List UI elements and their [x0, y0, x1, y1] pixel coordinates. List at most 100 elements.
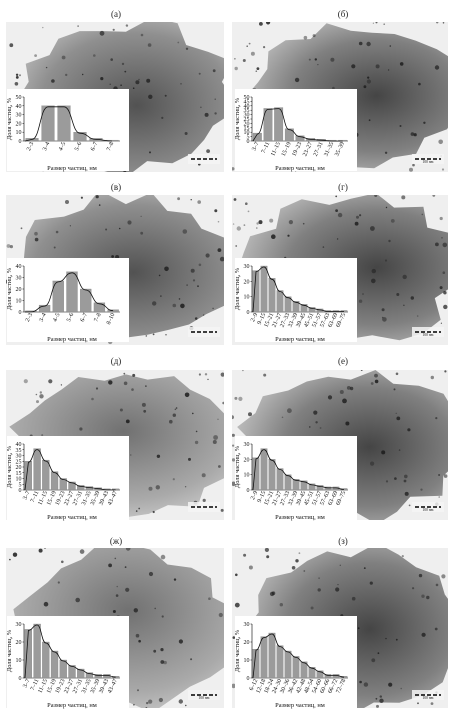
- x-tick-label: 43–47: [107, 490, 119, 506]
- y-tick-label: 0: [247, 676, 250, 682]
- histogram-bar: [59, 478, 67, 491]
- x-tick-label: 27–31: [72, 678, 84, 694]
- x-tick-label: 35–39: [334, 141, 346, 157]
- scale-bar-label: 100 nm: [423, 333, 434, 337]
- y-axis-label: Доля частиц, %: [6, 267, 13, 310]
- x-tick-label: 19–23: [55, 678, 67, 694]
- histogram-bar: [41, 105, 55, 142]
- histogram-bar: [300, 661, 308, 679]
- histogram-bar: [308, 483, 316, 491]
- x-tick-label: 4–5: [52, 312, 61, 323]
- y-tick-label: 50: [16, 95, 22, 101]
- y-tick-label: 30: [244, 622, 250, 628]
- x-tick-label: 57–63: [320, 312, 332, 328]
- x-tick-label: 5–6: [74, 141, 83, 152]
- x-tick-label: 33–39: [288, 490, 300, 506]
- x-tick-label: 7–8: [106, 141, 115, 152]
- y-tick-label: 50: [244, 95, 250, 101]
- x-tick-label: 15–21: [264, 490, 276, 506]
- histogram-bar: [68, 665, 76, 679]
- histogram-bar: [274, 107, 284, 142]
- x-tick-label: 2–3: [25, 312, 34, 323]
- histogram-bar: [112, 488, 120, 491]
- y-tick-label: 20: [16, 640, 22, 646]
- histogram-bar: [284, 650, 292, 679]
- histogram-bar: [252, 270, 260, 313]
- histogram-bar: [57, 105, 71, 142]
- x-tick-label: 42–48: [296, 678, 308, 694]
- x-axis-label: Размер частиц, нм: [47, 702, 97, 709]
- x-tick-label: 15–19: [46, 678, 58, 694]
- histogram-bar: [284, 474, 292, 491]
- y-tick-label: 5: [247, 135, 250, 141]
- histogram-bar: [66, 271, 78, 313]
- x-tick-label: 69–75: [336, 312, 348, 328]
- y-tick-label: 30: [16, 454, 22, 460]
- histogram-bar: [94, 674, 102, 679]
- x-tick-label: 39–43: [98, 490, 110, 506]
- x-tick-label: 69–75: [336, 490, 348, 506]
- histogram-bar: [260, 448, 268, 491]
- x-tick-label: 6–7: [90, 141, 99, 152]
- y-tick-label: 0: [19, 488, 22, 494]
- distribution-curve: [252, 266, 344, 313]
- y-tick-label: 0: [19, 676, 22, 682]
- y-tick-label: 10: [16, 299, 22, 305]
- x-tick-label: 2–3: [26, 141, 35, 152]
- y-tick-label: 10: [16, 130, 22, 136]
- scale-bar-label: 100 nm: [199, 696, 210, 700]
- y-axis-label: Доля частиц, %: [234, 445, 241, 488]
- x-axis-label: Размер частиц, нм: [47, 165, 97, 172]
- x-tick-label: 51–57: [312, 490, 324, 506]
- histogram-bar: [292, 656, 300, 679]
- histogram-bar: [107, 309, 119, 313]
- x-tick-label: 6–7: [80, 312, 89, 323]
- x-tick-label: 4–5: [58, 141, 67, 152]
- y-tick-label: 0: [247, 310, 250, 316]
- y-tick-label: 40: [16, 104, 22, 110]
- x-tick-label: 24–30: [272, 678, 284, 694]
- x-tick-label: 9–15: [257, 312, 268, 325]
- histogram-bar: [300, 480, 308, 491]
- x-tick-label: 30–36: [280, 678, 292, 694]
- histogram-bar: [268, 459, 276, 491]
- y-tick-label: 30: [244, 113, 250, 119]
- x-tick-label: 54–60: [312, 678, 324, 694]
- x-tick-label: 39–45: [296, 490, 308, 506]
- y-axis-label: Доля частиц, %: [234, 629, 241, 672]
- x-tick-label: 8–10: [106, 312, 117, 325]
- histogram-bar: [33, 448, 41, 491]
- distribution-curve: [24, 106, 113, 142]
- y-axis-label: Доля частиц, %: [6, 97, 13, 140]
- x-tick-label: 7–8: [93, 312, 102, 323]
- x-tick-label: 27–33: [280, 490, 292, 506]
- x-tick-label: 15–19: [281, 141, 293, 157]
- x-tick-label: 43–47: [107, 678, 119, 694]
- x-tick-label: 3–7: [22, 678, 31, 689]
- x-tick-label: 66–72: [328, 678, 340, 694]
- panel-caption: (ж): [110, 536, 122, 546]
- y-tick-label: 40: [16, 264, 22, 270]
- x-tick-label: 48–54: [304, 678, 316, 694]
- x-tick-label: 7–11: [30, 490, 40, 503]
- y-tick-label: 30: [16, 622, 22, 628]
- histogram-bar: [85, 672, 94, 679]
- histogram-bar: [112, 676, 120, 679]
- y-tick-label: 30: [16, 276, 22, 282]
- y-tick-label: 30: [244, 264, 250, 270]
- distribution-curve: [252, 633, 345, 679]
- x-tick-label: 23–27: [302, 141, 314, 157]
- x-tick-label: 19–23: [292, 141, 304, 157]
- x-tick-label: 6–12: [249, 678, 260, 691]
- y-tick-label: 35: [244, 108, 250, 114]
- y-tick-label: 0: [19, 310, 22, 316]
- x-tick-label: 31–35: [81, 678, 93, 694]
